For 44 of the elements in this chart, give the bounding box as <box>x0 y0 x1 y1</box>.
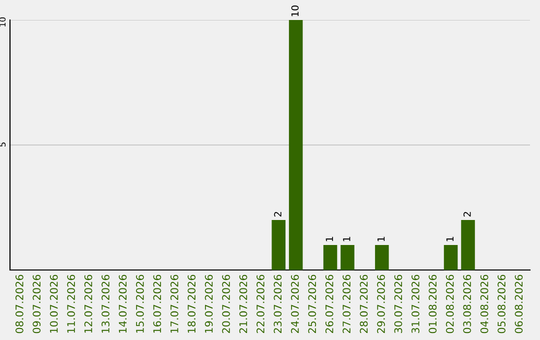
data-label: 1 <box>326 236 333 242</box>
x-tick-label: 25.07.2026 <box>308 274 316 334</box>
x-tick-label: 12.07.2026 <box>84 274 92 333</box>
x-tick-label: 23.07.2026 <box>274 274 282 334</box>
bar <box>444 245 458 270</box>
x-tick-label: 03.08.2026 <box>463 274 472 334</box>
x-tick-label: 02.08.2026 <box>446 274 454 334</box>
x-tick-label: 29.07.2026 <box>377 274 385 334</box>
x-tick-label: 11.07.2026 <box>67 274 76 333</box>
data-label: 1 <box>446 236 454 242</box>
x-tick-label: 06.08.2026 <box>514 274 523 334</box>
x-tick-label: 18.07.2026 <box>188 274 196 333</box>
x-tick-label: 30.07.2026 <box>394 274 402 334</box>
bar <box>340 245 354 270</box>
x-tick-label: 10.07.2026 <box>50 274 58 333</box>
x-tick-label: 08.07.2026 <box>15 274 24 334</box>
x-tick-label: 27.07.2026 <box>342 274 351 334</box>
x-tick-label: 24.07.2026 <box>290 274 299 334</box>
x-tick-label: 20.07.2026 <box>222 274 230 334</box>
x-tick-label: 09.07.2026 <box>32 274 41 334</box>
x-tick-label: 19.07.2026 <box>204 274 213 333</box>
bar <box>375 245 389 270</box>
bar <box>323 245 338 270</box>
x-tick-label: 13.07.2026 <box>102 274 110 333</box>
bar <box>461 220 475 270</box>
bar <box>288 20 303 270</box>
x-tick-label: 04.08.2026 <box>480 274 488 334</box>
data-label: 10 <box>291 5 299 16</box>
x-tick-label: 16.07.2026 <box>153 274 162 333</box>
x-tick-label: 28.07.2026 <box>360 274 368 334</box>
bar <box>272 220 286 270</box>
x-tick-label: 15.07.2026 <box>136 274 144 333</box>
data-label: 1 <box>378 236 385 242</box>
x-tick-label: 31.07.2026 <box>412 274 420 334</box>
data-label: 2 <box>274 212 282 217</box>
x-tick-label: 17.07.2026 <box>170 274 178 333</box>
x-tick-label: 22.07.2026 <box>256 274 264 334</box>
data-label: 2 <box>463 212 471 217</box>
x-tick-label: 21.07.2026 <box>239 274 248 334</box>
data-label: 1 <box>343 236 350 242</box>
x-tick-label: 14.07.2026 <box>118 274 127 333</box>
x-tick-label: 01.08.2026 <box>428 274 437 334</box>
x-tick-label: 26.07.2026 <box>325 274 334 334</box>
x-tick-label: 05.08.2026 <box>498 274 506 334</box>
